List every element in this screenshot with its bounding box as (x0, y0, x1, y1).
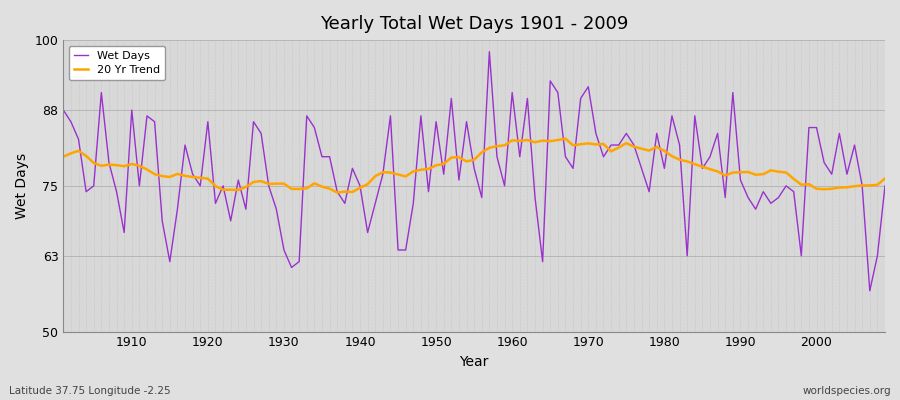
Wet Days (507, 90, 517, 95)
Wet Days (606, 143, 616, 148)
20 Yr Trend (58, 154, 68, 159)
X-axis label: Year: Year (460, 355, 489, 369)
Text: Latitude 37.75 Longitude -2.25: Latitude 37.75 Longitude -2.25 (9, 386, 171, 396)
Wet Days (286, 265, 297, 270)
Wet Days (119, 230, 130, 235)
20 Yr Trend (613, 145, 624, 150)
20 Yr Trend (339, 189, 350, 194)
20 Yr Trend (119, 164, 130, 169)
20 Yr Trend (560, 136, 571, 141)
20 Yr Trend (507, 138, 517, 143)
Wet Days (515, 154, 526, 159)
20 Yr Trend (515, 138, 526, 143)
Wet Days (58, 108, 68, 112)
20 Yr Trend (879, 176, 890, 181)
20 Yr Trend (332, 190, 343, 195)
Legend: Wet Days, 20 Yr Trend: Wet Days, 20 Yr Trend (68, 46, 166, 80)
Wet Days (864, 288, 875, 293)
Wet Days (879, 184, 890, 188)
Wet Days (332, 189, 343, 194)
Line: 20 Yr Trend: 20 Yr Trend (63, 139, 885, 192)
Wet Days (484, 49, 495, 54)
Y-axis label: Wet Days: Wet Days (15, 153, 29, 219)
Line: Wet Days: Wet Days (63, 52, 885, 291)
Title: Yearly Total Wet Days 1901 - 2009: Yearly Total Wet Days 1901 - 2009 (320, 15, 628, 33)
Text: worldspecies.org: worldspecies.org (803, 386, 891, 396)
20 Yr Trend (286, 186, 297, 191)
